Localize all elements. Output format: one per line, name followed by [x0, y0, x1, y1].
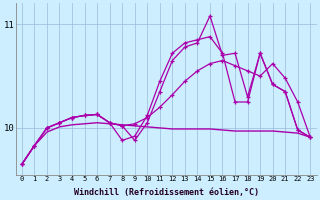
- X-axis label: Windchill (Refroidissement éolien,°C): Windchill (Refroidissement éolien,°C): [74, 188, 259, 197]
